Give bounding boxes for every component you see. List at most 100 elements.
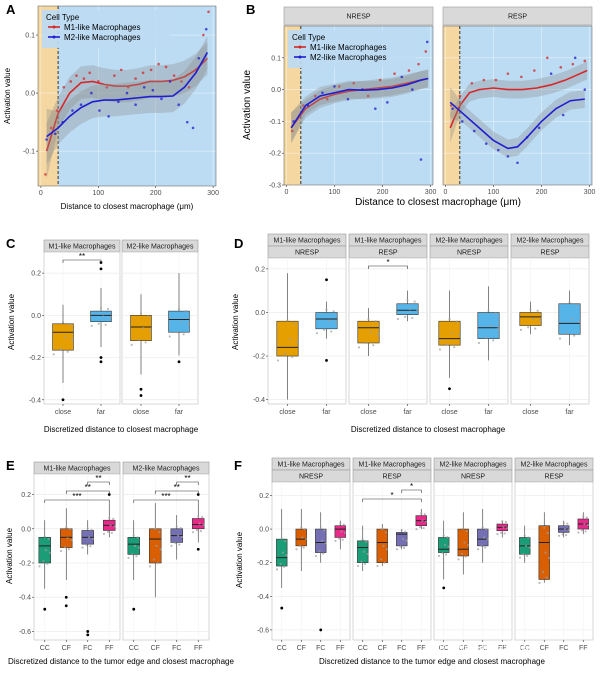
panel-d-xlabel: Discretized distance to closest macropha… xyxy=(351,425,506,434)
panel-f-facet-4-panel xyxy=(514,481,594,641)
panel-a-ribbon-m1 xyxy=(46,42,208,180)
panel-e-facet-2-jitter-point xyxy=(127,556,130,559)
panel-f-facet-4-jitter-point xyxy=(561,533,564,536)
panel-e-facet-2-jitter-point xyxy=(198,522,201,525)
panel-e-facet-1-box-cf xyxy=(60,528,73,548)
panel-f-facet-1-jitter-point xyxy=(283,565,286,568)
panel-b-nresp-point-m2 xyxy=(425,40,429,44)
panel-e-facet-1-jitter-point xyxy=(66,537,69,540)
panel-a-point-m1 xyxy=(49,126,53,130)
panel-f-facet-3-xtick-label: FF xyxy=(498,645,507,652)
panel-d-facet-1-jitter-point xyxy=(288,337,291,340)
panel-f-facet-3-strip-label: M2-like Macrophages xyxy=(440,462,507,469)
panel-e-facet-2-jitter-point xyxy=(195,529,199,532)
panel-b-xlabel: Distance to closest macrophage (μm) xyxy=(355,197,521,208)
panel-a-point-m1 xyxy=(157,62,160,66)
panel-e-facet-1-jitter-point xyxy=(44,549,48,552)
panel-e-facet-1-jitter-point xyxy=(42,560,45,563)
panel-a-point-m1 xyxy=(202,33,205,37)
panel-a-point-m1 xyxy=(88,71,91,75)
panel-f-facet-1-jitter-point xyxy=(284,540,287,543)
panel-e-facet-1-jitter-point xyxy=(65,526,68,529)
panel-f-facet-2-jitter-point xyxy=(361,538,364,541)
panel-e-xlabel: Discretized distance to the tumor edge a… xyxy=(8,657,234,666)
panel-b-nresp-point-m2 xyxy=(306,104,310,107)
panel-e-facet-2-xtick-label: CC xyxy=(129,645,139,652)
panel-e-facet-1-jitter-point xyxy=(85,543,88,546)
panel-d-facet-3-jitter-point xyxy=(485,336,488,339)
panel-e-facet-2-xtick-label: FF xyxy=(194,645,203,652)
panel-e-facet-1-outlier-fc xyxy=(86,630,90,633)
panel-f-facet-3-jitter-point xyxy=(442,534,445,537)
panel-c-xlabel: Discretized distance to closest macropha… xyxy=(44,425,199,434)
panel-d-facet-4-jitter-point xyxy=(570,317,573,321)
panel-f-facet-3-jitter-point xyxy=(464,555,467,558)
panel-b-resp-stroma-zone xyxy=(443,26,592,185)
panel-c-facet-2-outlier-far xyxy=(177,360,181,364)
panel-d-facet-4-jitter-point xyxy=(529,308,532,311)
panel-d-facet-2-xtick-label: far xyxy=(403,409,412,416)
panel-b-strip-nresp-bg xyxy=(283,6,434,26)
panel-f-facet-3-jitter-point xyxy=(502,526,505,529)
panel-f-facet-4-jitter-point xyxy=(526,554,529,558)
panel-f-facet-4-jitter-point xyxy=(577,531,580,534)
panel-c-facet-1-strip-label: M1-like Macrophages xyxy=(49,244,116,251)
panel-d-facet-3-box-far xyxy=(477,312,500,339)
panel-f-facet-1-jitter-point xyxy=(302,546,305,549)
panel-f-facet-1-outlier-fc xyxy=(319,628,323,632)
panel-d-facet-1-jitter-point xyxy=(293,322,296,325)
panel-f-facet-1-jitter-point xyxy=(319,526,322,530)
panel-d-facet-4-jitter-point xyxy=(568,301,571,304)
panel-c-facet-1-jitter-point xyxy=(99,306,103,310)
panel-e-letter: E xyxy=(6,458,15,473)
panel-d-facet-4-jitter-point xyxy=(577,320,581,324)
panel-f-facet-2-signif-label: * xyxy=(390,491,393,500)
panel-f-facet-3-jitter-point xyxy=(460,552,464,556)
panel-f-facet-1-jitter-point xyxy=(334,539,337,542)
panel-c-facet-1-jitter-point xyxy=(71,338,74,341)
panel-e-facet-1-outlier-cf xyxy=(64,604,68,608)
panel-f-facet-2-jitter-point xyxy=(415,527,418,531)
panel-d-facet-4-strip-label: M2-like Macrophages xyxy=(517,238,584,245)
panel-a-point-m2 xyxy=(45,138,48,141)
panel-c-facet-1-xtick-label: close xyxy=(55,409,71,416)
panel-a-letter: A xyxy=(6,2,16,17)
panel-d-facet-1-ytick-label: -0.4 xyxy=(253,397,265,404)
panel-b-nresp-legend-bg xyxy=(288,30,416,68)
panel-e-facet-2-jitter-point xyxy=(131,553,134,556)
panel-d-facet-3-box-close xyxy=(438,320,461,346)
panel-f-facet-4-jitter-point xyxy=(547,556,551,560)
panel-e-facet-1-outlier-fc xyxy=(86,633,90,637)
panel-f-facet-1-outlier-cc xyxy=(280,606,284,610)
panel-d-facet-3-jitter-point xyxy=(457,334,461,337)
panel-d-facet-2-signif-bracket xyxy=(368,265,408,269)
panel-f-facet-4-xtick-label: CF xyxy=(540,645,549,652)
panel-d-facet-3-substrip-label: NRESP xyxy=(457,250,481,257)
panel-a-point-m1 xyxy=(82,77,86,80)
panel-d-facet-4-jitter-point xyxy=(536,309,539,312)
panel-b-strip-nresp-label: NRESP xyxy=(346,14,370,21)
panel-b-nresp-xtick-label: 0 xyxy=(284,189,288,196)
panel-a-point-m1 xyxy=(141,71,145,75)
panel-c-facet-1-ytick-label: -0.4 xyxy=(29,397,41,404)
panel-f-facet-3-jitter-point xyxy=(457,558,460,561)
panel-e-facet-1-box-cc xyxy=(38,537,51,564)
panel-d-facet-2-signif-label: * xyxy=(386,258,389,267)
panel-d-facet-3-jitter-point xyxy=(450,332,453,335)
panel-a-curve-m1 xyxy=(45,57,208,152)
panel-f-facet-1-jitter-point xyxy=(340,530,343,533)
panel-d-facet-3-jitter-point xyxy=(438,348,442,351)
panel-c-facet-2-box-close xyxy=(130,315,152,341)
panel-b-nresp-point-m2 xyxy=(411,88,414,91)
panel-e-facet-2-signif-bracket xyxy=(154,490,199,494)
panel-f-facet-3-substrip-label: NRESP xyxy=(461,474,485,481)
panel-e-facet-2-signif-label: ** xyxy=(184,474,190,483)
panel-a-xtick-label: 200 xyxy=(150,190,162,197)
panel-f-facet-3-jitter-point xyxy=(485,527,488,531)
panel-a-ytick-label: 0.1 xyxy=(25,33,35,40)
panel-a-legend-key-dot xyxy=(52,25,56,29)
watermark: 知乎 @一起学生信 xyxy=(430,640,530,655)
panel-b-resp-point-m1 xyxy=(494,78,498,82)
panel-a-point-m2 xyxy=(142,85,146,89)
panel-f-facet-2-box-fc xyxy=(396,532,408,547)
